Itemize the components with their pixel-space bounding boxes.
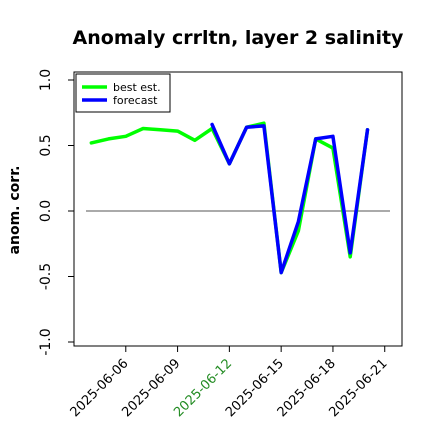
y-tick-label: -0.5 [38, 263, 54, 290]
y-tick-label: 0.5 [38, 134, 54, 156]
chart-title: Anomaly crrltn, layer 2 salinity [73, 27, 404, 49]
y-tick-label: 0.0 [38, 200, 54, 222]
legend: best est. forecast [75, 73, 171, 113]
series-line-best-est [89, 121, 370, 275]
legend-box [75, 73, 171, 113]
y-axis: 1.0 0.5 0.0 -0.5 -1.0 [38, 69, 74, 356]
y-tick-label: -1.0 [38, 328, 54, 355]
legend-label-forecast: forecast [113, 94, 158, 107]
plot-frame [73, 71, 403, 347]
x-axis: 2025-06-062025-06-092025-06-122025-06-15… [68, 346, 391, 420]
y-axis-label: anom. corr. [7, 166, 23, 255]
series-line-forecast [210, 122, 370, 275]
legend-label-best-est: best est. [113, 81, 161, 94]
series-layer [89, 121, 370, 275]
y-tick-label: 1.0 [38, 69, 54, 91]
